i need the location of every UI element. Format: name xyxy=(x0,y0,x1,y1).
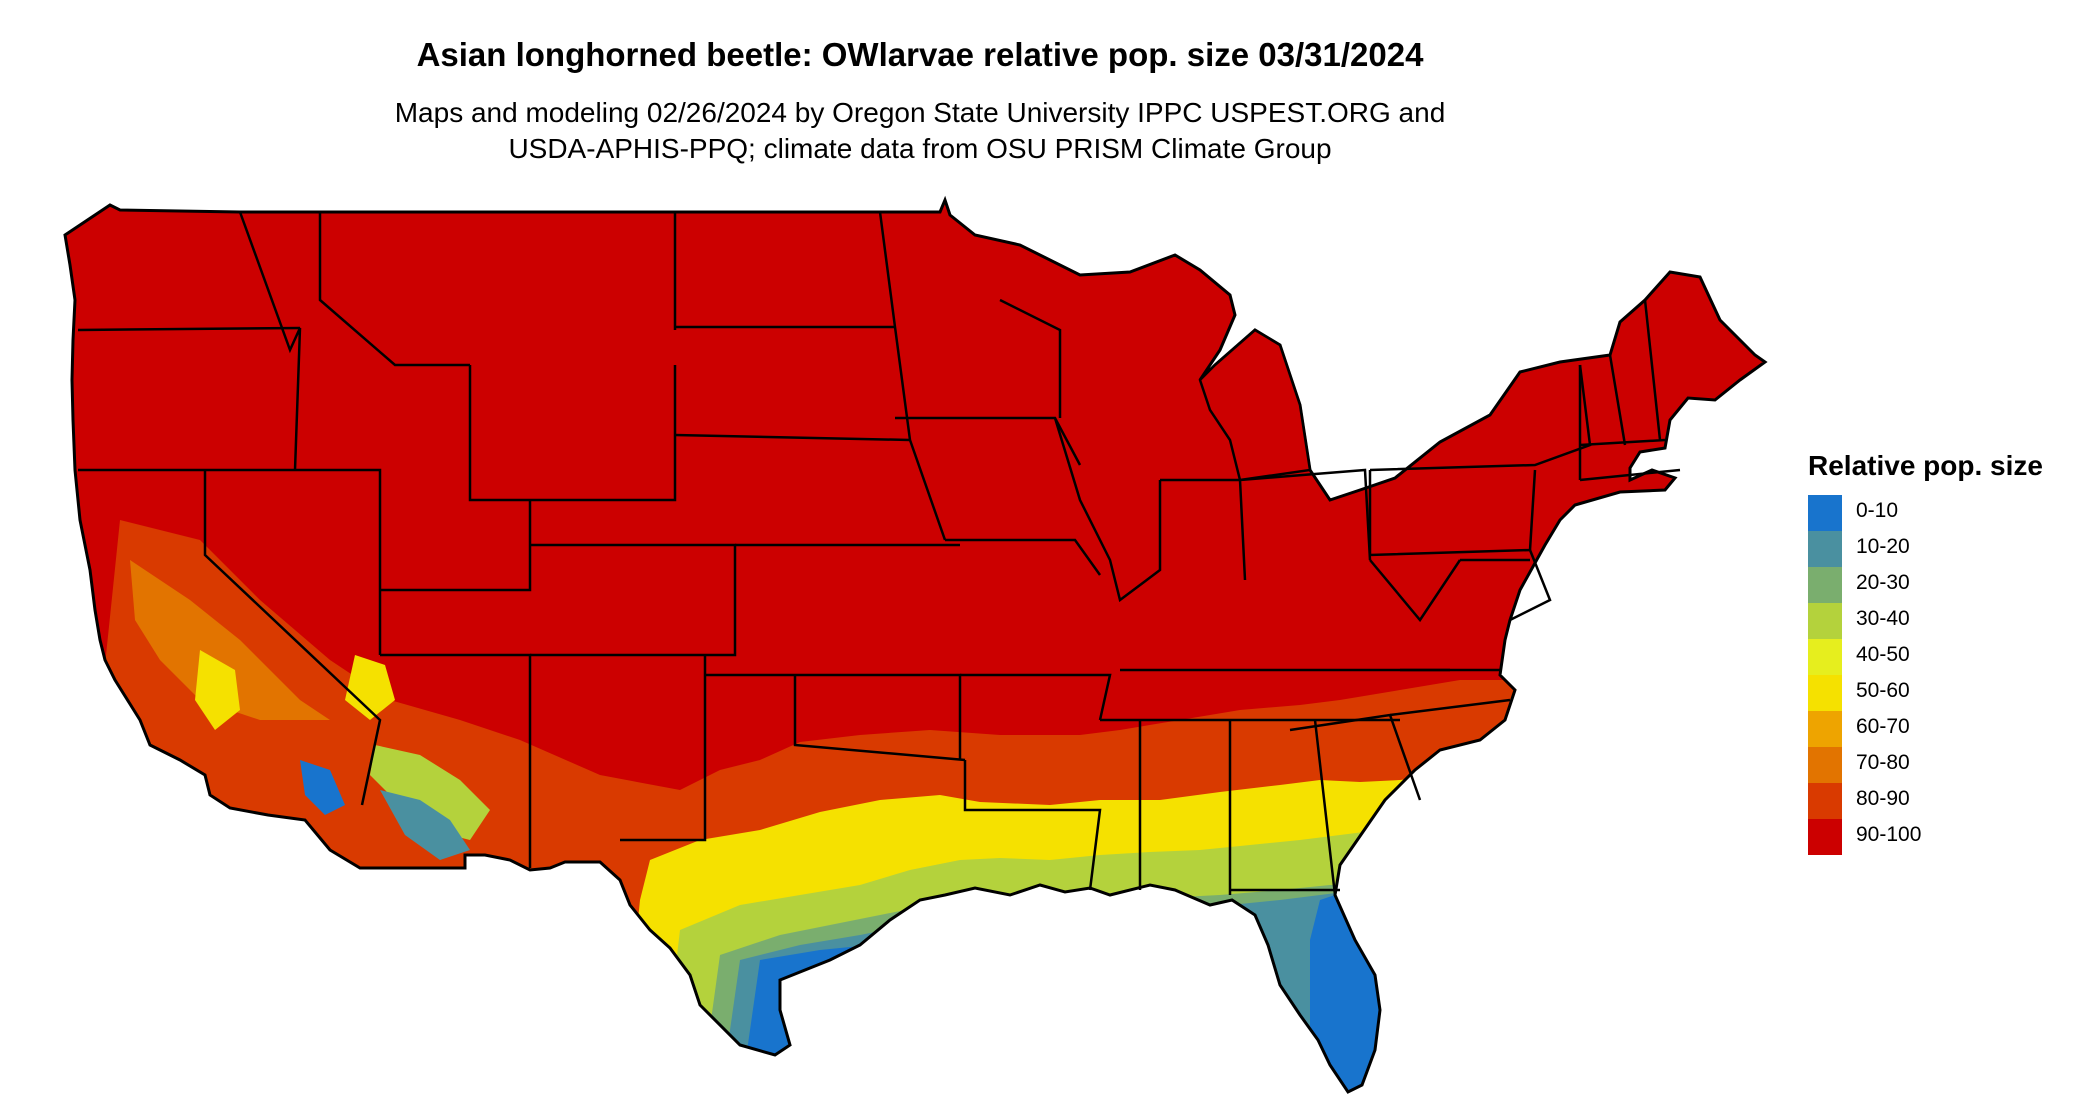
legend-swatch xyxy=(1808,603,1842,639)
legend-swatch xyxy=(1808,495,1842,531)
border-ca-nv xyxy=(203,470,382,806)
border-nm-tx xyxy=(620,655,707,842)
legend-swatch xyxy=(1808,783,1842,819)
border-ut-co xyxy=(380,500,532,592)
legend-swatch xyxy=(1808,567,1842,603)
border-nv-ut xyxy=(205,468,382,655)
legend-label: 30-40 xyxy=(1856,607,1910,630)
border-nj-de-md xyxy=(1460,549,1552,622)
subtitle-line-1: Maps and modeling 02/26/2024 by Oregon S… xyxy=(394,97,1446,128)
legend-label: 80-90 xyxy=(1856,787,1910,810)
legend-swatch xyxy=(1808,675,1842,711)
legend-label: 20-30 xyxy=(1856,571,1910,594)
border-ms-al xyxy=(1138,720,1232,895)
border-mt-wy xyxy=(468,365,677,502)
state-boundaries xyxy=(63,195,1768,1094)
legend-label: 0-10 xyxy=(1856,499,1899,522)
legend-label: 10-20 xyxy=(1856,535,1910,558)
outline-michigan xyxy=(1198,328,1312,482)
map-title: Asian longhorned beetle: OWlarvae relati… xyxy=(416,36,1424,73)
border-ny xyxy=(1369,364,1592,472)
border-mo-ar xyxy=(960,673,1112,721)
legend-swatch xyxy=(1808,747,1842,783)
border-wi xyxy=(999,298,1062,418)
band-0-10-ca xyxy=(300,760,345,815)
border-dakotas-mn xyxy=(673,211,947,541)
border-sc-nc xyxy=(1289,698,1511,801)
legend-title: Relative pop. size xyxy=(1808,450,2043,481)
map-subtitle: Maps and modeling 02/26/2024 by Oregon S… xyxy=(0,95,1840,167)
land-fill xyxy=(65,200,1765,1092)
border-id-mt xyxy=(318,212,470,367)
outline-us xyxy=(63,195,1768,1094)
legend-swatch xyxy=(1808,639,1842,675)
band-10-20-az xyxy=(380,790,470,860)
legend-label: 60-70 xyxy=(1856,715,1910,738)
border-new-england xyxy=(1578,299,1681,482)
border-wa-or xyxy=(77,326,301,332)
band-0-10-fl xyxy=(1310,890,1400,1092)
subtitle-line-2: USDA-APHIS-PPQ; climate data from OSU PR… xyxy=(508,133,1332,164)
legend-label: 50-60 xyxy=(1856,679,1910,702)
legend-label: 90-100 xyxy=(1856,823,1922,846)
legend-swatch xyxy=(1808,711,1842,747)
us-map xyxy=(63,195,1768,1094)
band-70-80 xyxy=(130,560,330,720)
border-pa xyxy=(1368,469,1537,557)
border-ga xyxy=(1230,719,1340,896)
legend: Relative pop. size 0-10 10-20 20-30 30-4… xyxy=(1808,450,2043,855)
legend-swatch xyxy=(1808,531,1842,567)
border-ia-mo xyxy=(945,538,1102,576)
border-id xyxy=(238,211,302,471)
legend-swatch xyxy=(1808,819,1842,855)
border-va xyxy=(1369,559,1500,672)
border-il xyxy=(1053,417,1162,603)
band-50-60-west xyxy=(195,650,240,730)
border-ok-tx xyxy=(793,675,966,762)
border-ar-la xyxy=(963,760,1102,891)
border-co-nm xyxy=(530,543,737,657)
legend-label: 70-80 xyxy=(1856,751,1910,774)
band-30-40-az xyxy=(370,745,490,840)
band-50-60-az xyxy=(345,655,395,720)
band-0-10-tx xyxy=(740,945,900,1092)
border-sd-ne xyxy=(674,433,911,442)
legend-label: 40-50 xyxy=(1856,643,1910,666)
